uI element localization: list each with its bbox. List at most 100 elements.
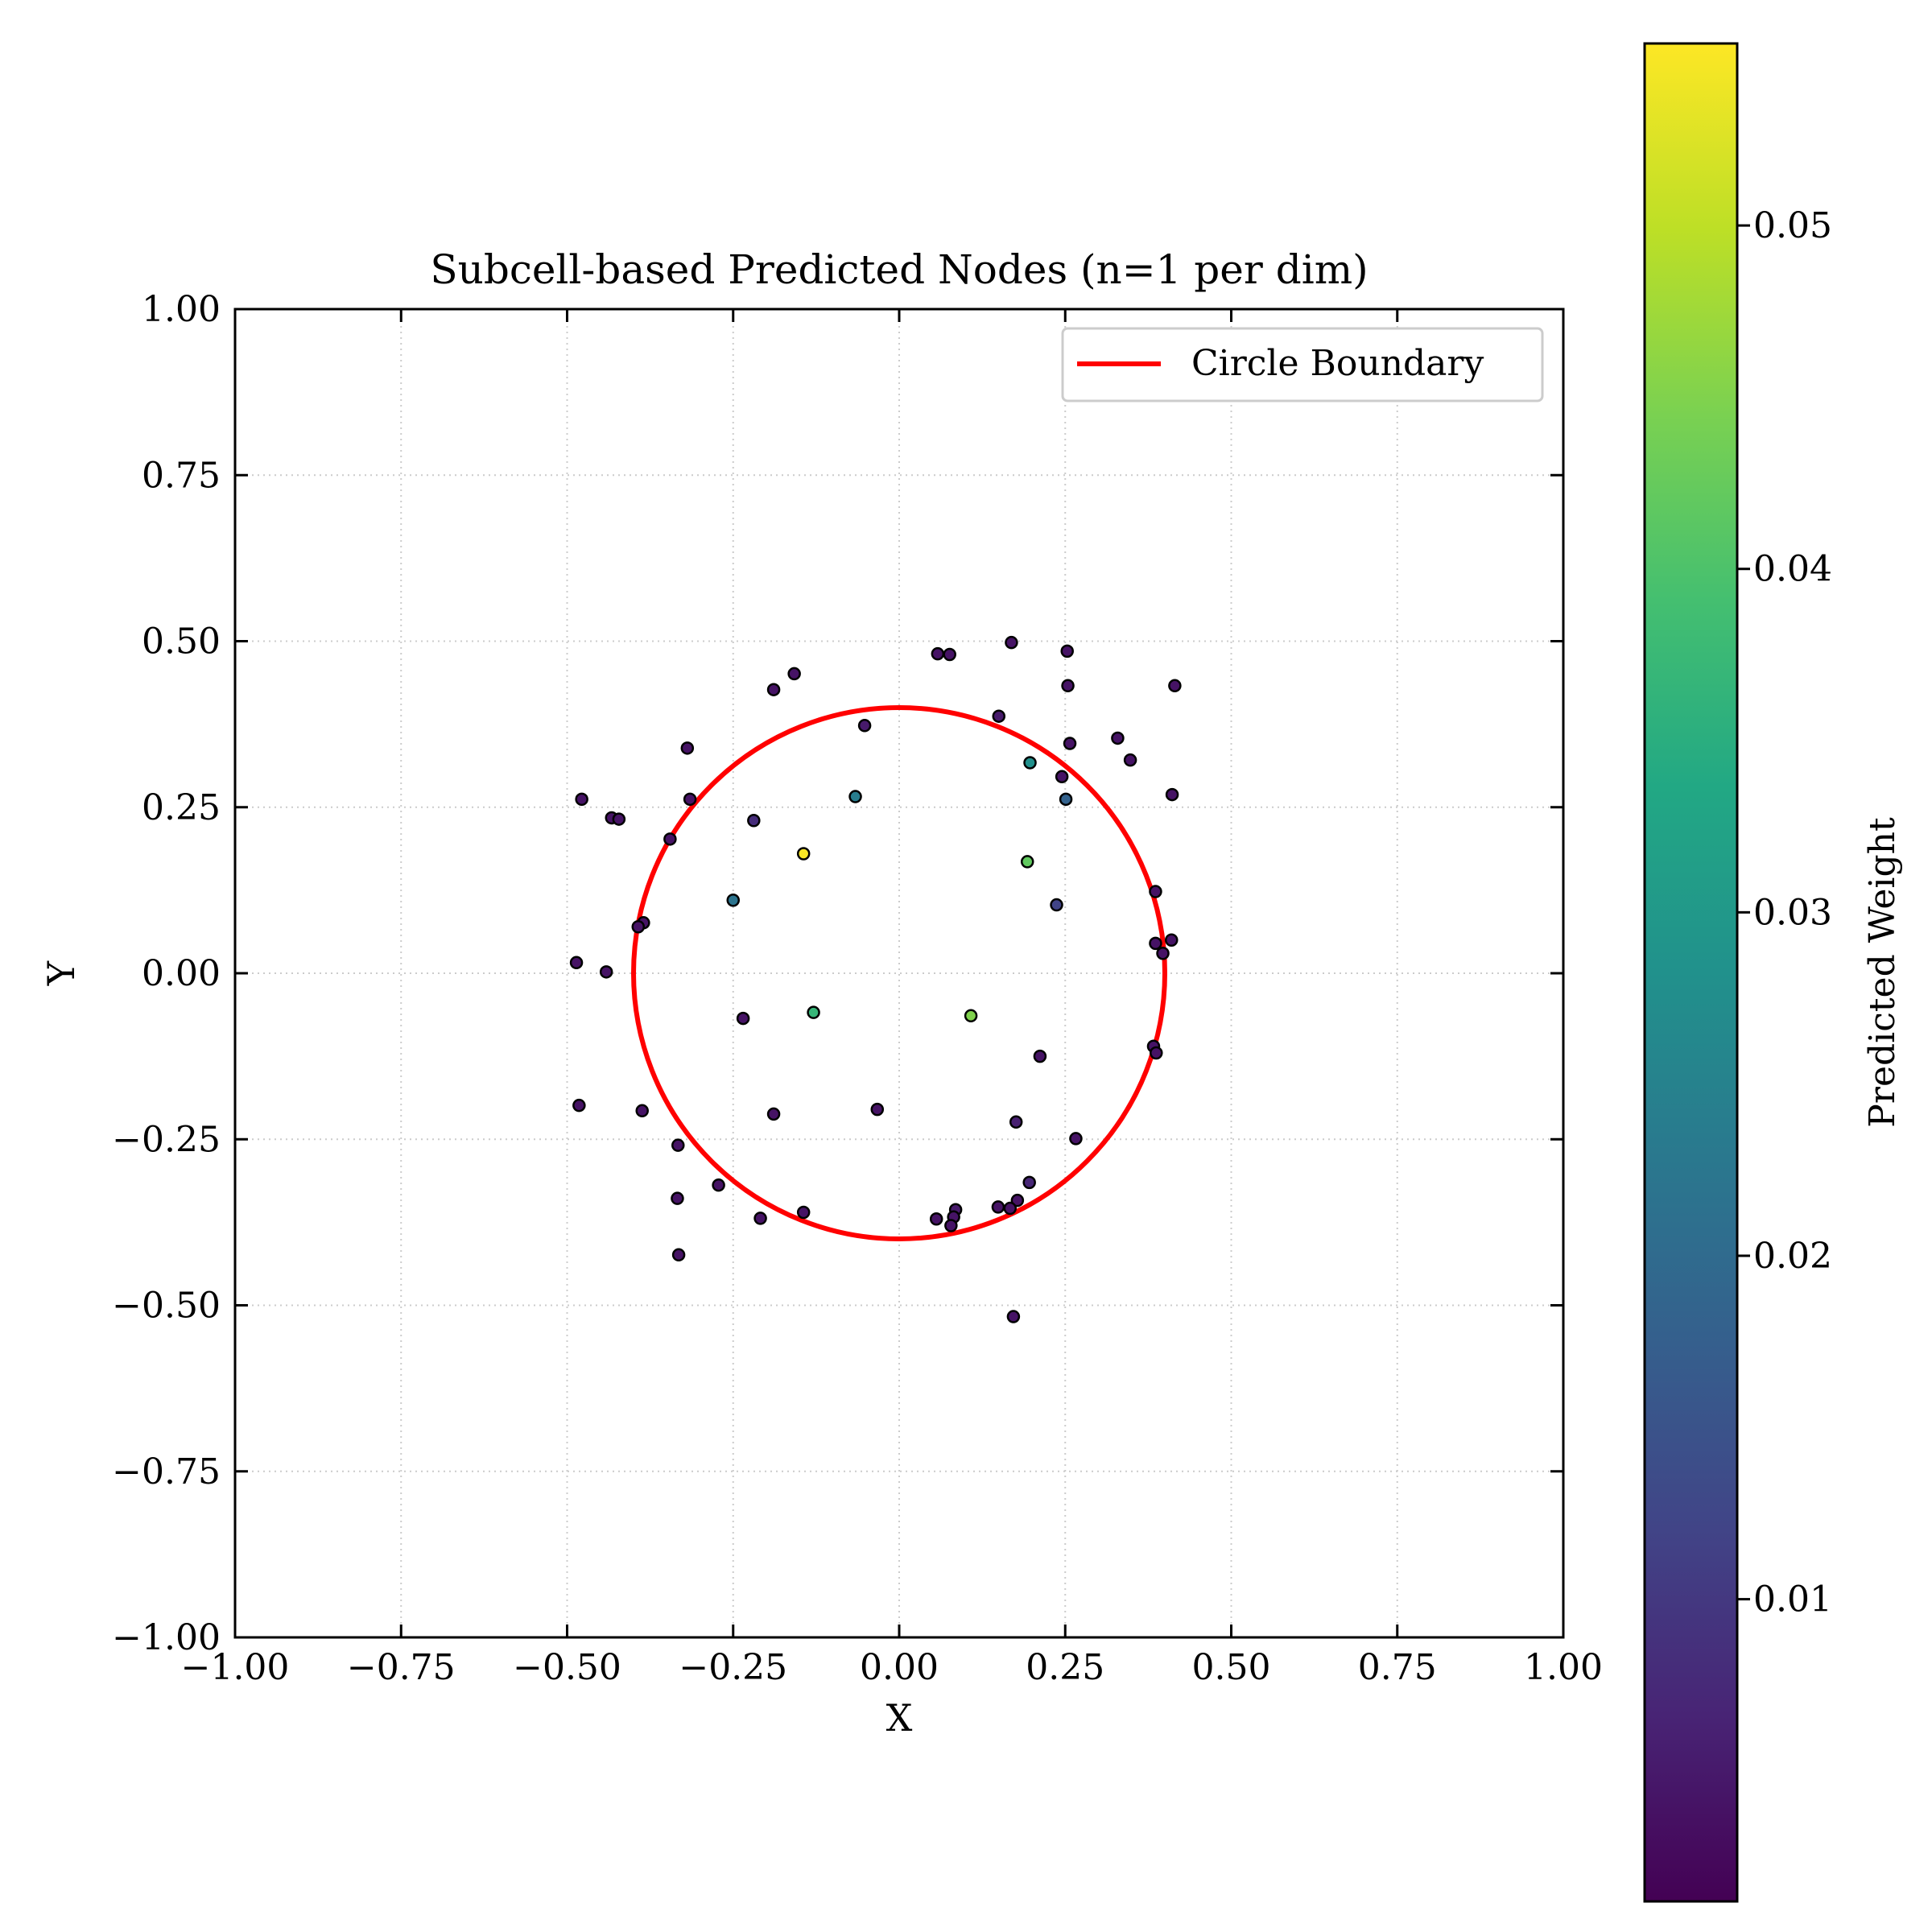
scatter-point	[787, 667, 801, 681]
scatter-point	[631, 920, 646, 934]
scatter-point	[766, 683, 781, 696]
colorbar-tick-label: 0.01	[1753, 1579, 1832, 1620]
circle-boundary-layer	[631, 705, 1167, 1241]
scatter-point	[944, 1219, 958, 1232]
scatter-point	[569, 956, 584, 970]
scatter-point	[1009, 1115, 1023, 1129]
scatter-point	[612, 812, 626, 826]
y-tick-label: −0.50	[112, 1286, 221, 1327]
scatter-point	[1150, 1046, 1163, 1060]
scatter-point	[929, 1212, 943, 1226]
scatter-point	[575, 792, 588, 807]
scatter-point	[1149, 936, 1162, 951]
scatter-point	[1069, 1132, 1083, 1146]
scatter-point	[807, 1005, 820, 1019]
scatter-point	[736, 1011, 750, 1026]
scatter-point	[1050, 898, 1063, 912]
y-tick-label: −1.00	[112, 1617, 221, 1658]
x-tick-label: 0.25	[1026, 1647, 1104, 1688]
x-tick-label: 1.00	[1524, 1647, 1603, 1688]
x-tick-label: −0.25	[679, 1647, 787, 1688]
colorbar-ticks: 0.01 0.02 0.03 0.04 0.05	[1737, 205, 1832, 1620]
y-tick-label: 1.00	[142, 289, 221, 330]
colorbar-tick-label: 0.05	[1753, 205, 1832, 246]
scatter-point	[870, 1102, 885, 1117]
scatter-point	[1165, 787, 1179, 802]
scatter-point	[671, 1248, 686, 1262]
x-axis-label: X	[886, 1696, 913, 1740]
colorbar-gradient	[1643, 42, 1739, 1903]
colorbar-tick-label: 0.02	[1753, 1236, 1832, 1277]
scatter-point	[1059, 792, 1073, 807]
scatter-point	[1010, 1193, 1025, 1208]
y-tick-label: 0.75	[142, 455, 221, 496]
scatter-point	[1003, 1201, 1018, 1216]
y-tick-label: 0.25	[142, 787, 221, 828]
scatter-point	[1156, 947, 1170, 960]
scatter-point	[680, 741, 695, 755]
x-tick-label: −0.50	[513, 1647, 621, 1688]
scatter-point	[753, 1212, 767, 1225]
colorbar-tick-label: 0.03	[1753, 892, 1832, 933]
scatter-point	[726, 894, 740, 907]
scatter-point	[991, 1200, 1005, 1214]
scatter-point	[1061, 679, 1075, 693]
y-axis-label: Y	[39, 960, 83, 986]
y-axis-ticks: −1.00 −0.75 −0.50 −0.25 0.00 0.25 0.50 0.75 1.00	[112, 289, 1563, 1658]
scatter-point	[857, 719, 872, 733]
y-tick-label: −0.75	[112, 1451, 221, 1492]
scatter-point	[1149, 885, 1162, 898]
scatter-point	[1006, 1310, 1021, 1323]
scatter-point	[635, 1104, 649, 1118]
scatter-point	[1168, 679, 1182, 693]
scatter-point	[1022, 1175, 1036, 1190]
y-tick-label: 0.50	[142, 621, 221, 663]
scatter-point	[931, 646, 945, 661]
y-tick-label: −0.25	[112, 1119, 221, 1160]
scatter-point	[766, 1107, 781, 1121]
scatter-point	[1033, 1049, 1047, 1063]
scatter-point	[599, 965, 613, 979]
scatter-point	[683, 792, 697, 807]
x-tick-label: 0.75	[1358, 1647, 1437, 1688]
scatter-point	[1165, 933, 1179, 947]
plot-area	[235, 309, 1563, 1637]
circle-boundary	[631, 705, 1167, 1241]
scatter-point	[943, 647, 956, 662]
scatter-point	[796, 1205, 811, 1220]
scatter-point	[1060, 644, 1074, 658]
scatter-point	[1055, 770, 1069, 784]
colorbar: 0.01 0.02 0.03 0.04 0.05 Predicted Weight	[1643, 42, 1903, 1903]
scatter-point	[1020, 855, 1034, 869]
scatter-point	[671, 1191, 684, 1205]
scatter-point	[1023, 756, 1037, 770]
scatter-point	[1111, 731, 1125, 745]
scatter-point	[848, 790, 862, 803]
scatter-point	[964, 1009, 978, 1023]
x-tick-label: 0.00	[860, 1647, 939, 1688]
x-tick-label: 0.50	[1192, 1647, 1271, 1688]
scatter-point	[1063, 737, 1077, 750]
x-tick-label: −1.00	[181, 1647, 290, 1688]
scatter-point	[663, 832, 677, 846]
x-tick-label: −0.75	[347, 1647, 456, 1688]
scatter-point	[992, 709, 1005, 723]
scatter-point	[747, 814, 761, 828]
scatter-point	[1123, 753, 1137, 767]
scatter-point	[1005, 635, 1018, 650]
colorbar-label: Predicted Weight	[1862, 817, 1903, 1128]
legend-label: Circle Boundary	[1191, 343, 1484, 384]
grid-lines	[235, 309, 1563, 1637]
scatter-point	[796, 847, 811, 861]
legend-box	[1061, 327, 1544, 402]
y-tick-label: 0.00	[142, 953, 221, 994]
colorbar-tick-label: 0.04	[1753, 549, 1832, 590]
legend: Circle Boundary	[1061, 327, 1544, 402]
scatter-point	[671, 1138, 685, 1152]
scatter-point	[572, 1098, 586, 1113]
x-axis-ticks: −1.00 −0.75 −0.50 −0.25 0.00 0.25 0.50 0.75 1.00	[181, 309, 1603, 1688]
scatter-points	[569, 635, 1182, 1323]
scatter-point	[712, 1178, 725, 1192]
chart-title: Subcell-based Predicted Nodes (n=1 per d…	[430, 246, 1368, 293]
